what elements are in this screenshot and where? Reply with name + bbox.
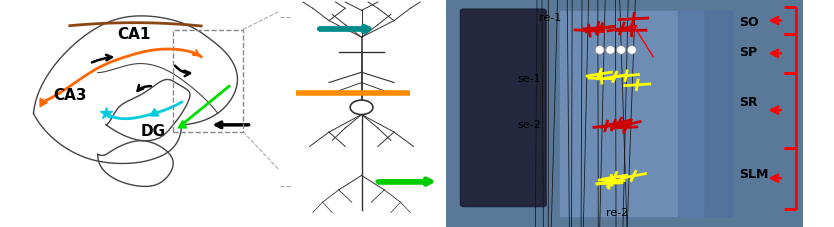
- Bar: [560, 11, 703, 216]
- Ellipse shape: [616, 46, 626, 54]
- Text: SP: SP: [739, 46, 757, 59]
- Circle shape: [350, 100, 373, 115]
- Text: SLM: SLM: [739, 168, 768, 181]
- Text: DG: DG: [141, 124, 166, 139]
- Text: CA3: CA3: [53, 88, 87, 103]
- Text: SR: SR: [739, 96, 757, 109]
- Bar: [173, 30, 243, 132]
- Bar: [678, 11, 731, 216]
- Ellipse shape: [595, 46, 604, 54]
- Ellipse shape: [606, 46, 615, 54]
- Text: re-1: re-1: [539, 13, 561, 23]
- Text: re-2: re-2: [606, 208, 629, 218]
- Text: CA1: CA1: [118, 27, 151, 42]
- Ellipse shape: [627, 46, 636, 54]
- Text: se-2: se-2: [518, 120, 541, 130]
- FancyBboxPatch shape: [460, 9, 546, 207]
- Text: se-1: se-1: [518, 74, 541, 84]
- Text: SO: SO: [739, 16, 758, 29]
